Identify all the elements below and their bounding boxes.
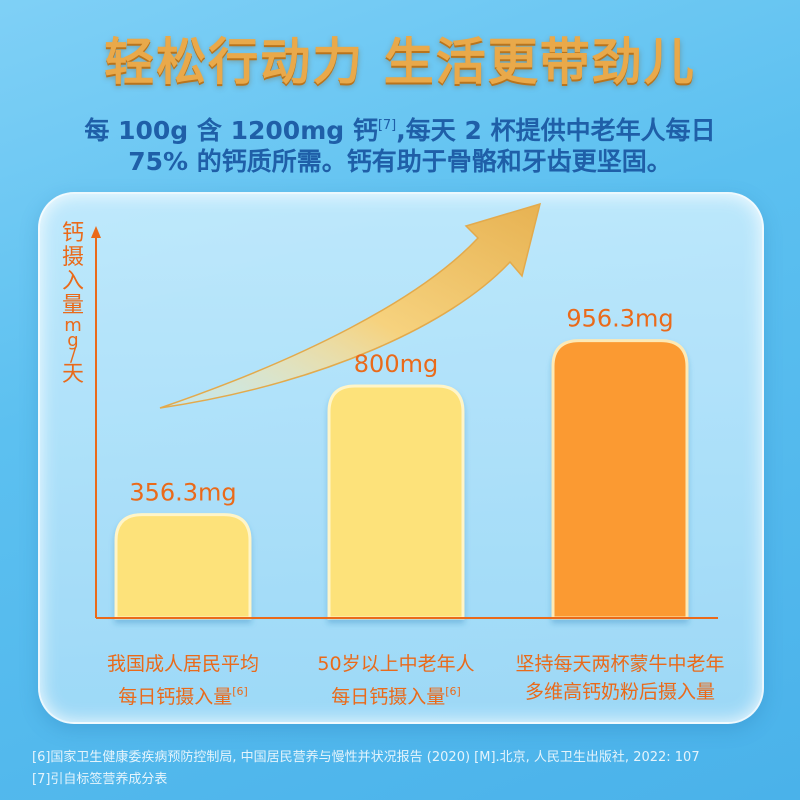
category-label-2-line1: 50岁以上中老年人 xyxy=(317,653,475,675)
y-axis-label-char: g xyxy=(67,330,79,351)
category-label-1: 我国成人居民平均 每日钙摄入量[6] xyxy=(63,650,303,711)
y-axis-label: 钙摄入量 m g / 天 xyxy=(58,222,88,387)
category-label-2-ref: [6] xyxy=(445,685,461,698)
category-label-3-line2: 多维高钙奶粉后摄入量 xyxy=(524,681,715,703)
category-label-1-line1: 我国成人居民平均 xyxy=(106,653,259,675)
y-axis-label-char: 摄 xyxy=(61,245,84,270)
bar-value-label-3: 956.3mg xyxy=(566,305,673,333)
bar-value-label-1: 356.3mg xyxy=(129,479,236,507)
category-label-2: 50岁以上中老年人 每日钙摄入量[6] xyxy=(276,650,516,711)
description-text-a: 每 100g 含 1200mg 钙 xyxy=(84,116,378,145)
y-axis-label-char: 入 xyxy=(61,269,84,294)
footnote-1: [6]国家卫生健康委疾病预防控制局, 中国居民营养与慢性并状况报告 (2020)… xyxy=(32,750,700,765)
y-axis-label-char: / xyxy=(69,345,77,366)
bar-value-label-2: 800mg xyxy=(354,350,438,378)
y-axis-label-char: m xyxy=(64,315,82,336)
headline: 轻松行动力 生活更带劲儿 xyxy=(104,33,696,91)
category-label-1-ref: [6] xyxy=(232,685,248,698)
trend-arrow-icon xyxy=(159,202,542,409)
category-label-3: 坚持每天两杯蒙牛中老年 多维高钙奶粉后摄入量 xyxy=(500,650,740,706)
category-label-3-line1: 坚持每天两杯蒙牛中老年 xyxy=(515,653,725,675)
description-text-b: ,每天 2 杯提供中老年人每日 xyxy=(396,116,716,145)
description-line-2: 75% 的钙质所需。钙有助于骨骼和牙齿更坚固。 xyxy=(128,147,672,176)
y-axis-arrow-icon xyxy=(91,226,101,238)
y-axis-label-char: 天 xyxy=(61,362,84,387)
bar-2 xyxy=(327,384,465,620)
bar-3 xyxy=(551,339,689,620)
category-label-2-line2: 每日钙摄入量 xyxy=(331,686,446,708)
bar-1 xyxy=(114,513,252,620)
category-label-1-line2: 每日钙摄入量 xyxy=(118,686,233,708)
description-line-1: 每 100g 含 1200mg 钙[7],每天 2 杯提供中老年人每日 xyxy=(40,108,760,149)
y-axis-label-char: 量 xyxy=(61,293,84,318)
description-ref: [7] xyxy=(377,118,397,133)
y-axis-label-char: 钙 xyxy=(61,221,84,246)
footnote-2: [7]引自标签营养成分表 xyxy=(32,772,168,787)
